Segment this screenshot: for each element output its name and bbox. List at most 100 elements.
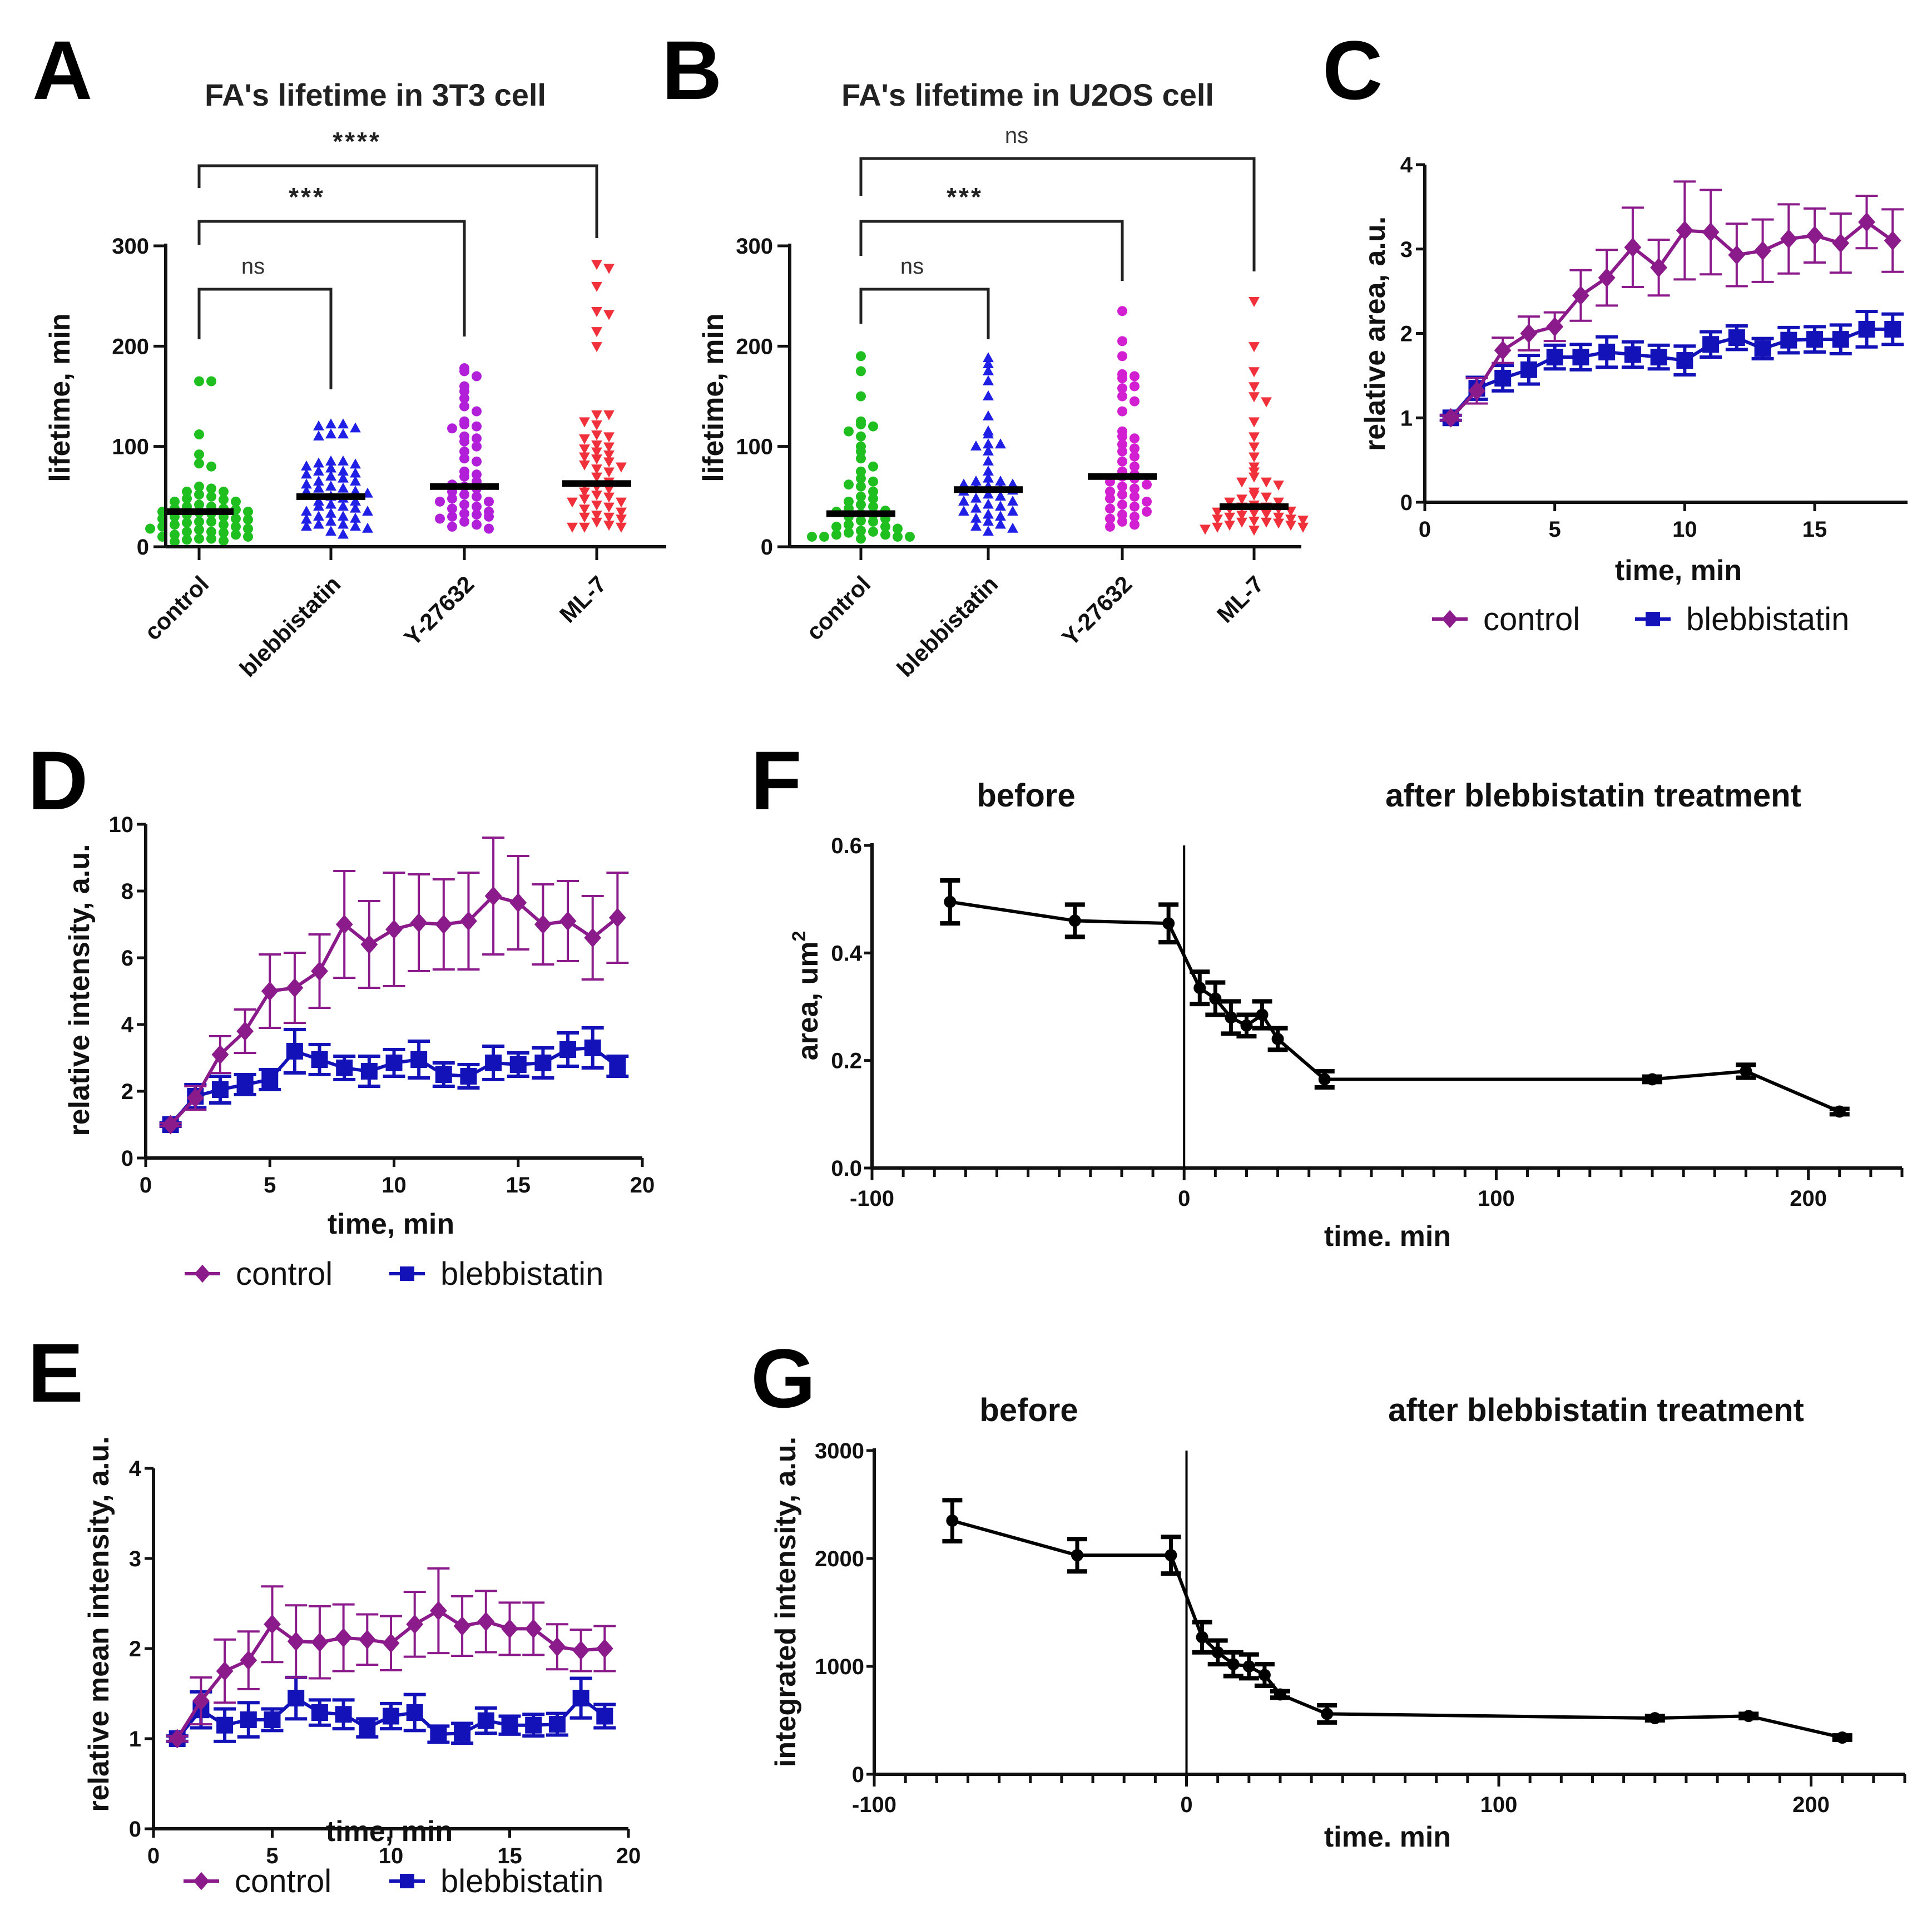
data-point bbox=[484, 496, 494, 507]
legend: control blebbistatin bbox=[1432, 601, 1849, 637]
data-point bbox=[459, 436, 469, 447]
y-tick-label: 0 bbox=[1400, 491, 1413, 515]
data-point bbox=[616, 507, 627, 518]
data-point bbox=[477, 1712, 494, 1729]
category-label: control bbox=[139, 571, 214, 645]
data-point bbox=[236, 1076, 254, 1093]
data-point bbox=[1650, 348, 1667, 365]
category-label: blebbistatin bbox=[234, 571, 345, 682]
y-tick-label: 100 bbox=[112, 435, 149, 459]
data-point bbox=[325, 481, 336, 491]
data-point bbox=[1007, 478, 1018, 489]
significance-bracket bbox=[197, 288, 333, 389]
data-point bbox=[231, 530, 241, 540]
data-point bbox=[472, 491, 482, 502]
data-point bbox=[216, 1661, 234, 1681]
legend-marker bbox=[193, 1872, 210, 1891]
data-point bbox=[1224, 512, 1235, 523]
data-point bbox=[338, 418, 349, 429]
x-axis-label: time, min bbox=[328, 1208, 454, 1240]
data-point bbox=[1249, 526, 1260, 536]
y-axis-label: lifetime, min bbox=[44, 313, 76, 482]
data-point bbox=[591, 420, 602, 430]
data-point bbox=[1321, 1708, 1334, 1720]
data-point bbox=[1249, 452, 1260, 463]
data-point bbox=[1676, 220, 1693, 240]
series bbox=[1439, 180, 1904, 428]
data-point bbox=[313, 496, 324, 506]
y-tick-label: 1 bbox=[129, 1727, 141, 1751]
data-point bbox=[603, 502, 615, 513]
data-point bbox=[509, 1056, 527, 1073]
data-point bbox=[1728, 245, 1746, 265]
data-point bbox=[435, 1066, 452, 1083]
x-tick-label: 20 bbox=[630, 1173, 655, 1197]
data-point bbox=[1273, 518, 1284, 529]
data-point bbox=[591, 342, 602, 353]
data-point bbox=[472, 519, 482, 530]
data-point bbox=[1249, 442, 1260, 453]
panel-letter-b: B bbox=[662, 23, 722, 117]
data-point bbox=[1117, 446, 1127, 457]
data-point bbox=[856, 366, 866, 377]
data-point bbox=[1676, 352, 1693, 369]
data-point bbox=[1249, 491, 1260, 501]
data-point bbox=[301, 513, 312, 524]
data-point bbox=[206, 483, 216, 494]
panel-f-line: before after blebbistatin treatment area… bbox=[789, 778, 1904, 1253]
y-tick-label: 200 bbox=[112, 334, 149, 359]
data-point bbox=[1624, 346, 1641, 363]
data-point bbox=[1261, 397, 1272, 408]
data-point bbox=[1071, 1549, 1083, 1562]
data-point bbox=[219, 527, 229, 538]
legend: control blebbistatin bbox=[184, 1863, 603, 1899]
data-point bbox=[995, 475, 1006, 486]
data-point bbox=[472, 469, 482, 480]
data-point bbox=[1209, 992, 1222, 1005]
data-point bbox=[970, 440, 982, 451]
data-point bbox=[1130, 501, 1140, 512]
data-point bbox=[983, 508, 994, 519]
data-point bbox=[1256, 1008, 1269, 1021]
data-point bbox=[958, 478, 969, 489]
data-point bbox=[1572, 348, 1589, 365]
category-labels: control blebbistatin Y-27632 ML-7 bbox=[139, 571, 611, 682]
data-point bbox=[1806, 331, 1824, 348]
data-point bbox=[447, 503, 457, 514]
data-point bbox=[194, 458, 204, 469]
data-point bbox=[1598, 268, 1616, 288]
data-point bbox=[338, 482, 349, 493]
data-point bbox=[603, 450, 615, 461]
data-point bbox=[311, 961, 328, 981]
data-point bbox=[868, 493, 878, 504]
data-point bbox=[287, 1631, 305, 1651]
data-point bbox=[313, 475, 324, 486]
significance-bracket bbox=[197, 164, 598, 238]
data-point bbox=[983, 352, 994, 363]
data-point bbox=[360, 934, 378, 954]
y-tick-label: 3 bbox=[1400, 237, 1413, 262]
data-point bbox=[459, 516, 469, 527]
data-point bbox=[856, 446, 866, 457]
significance-label: ns bbox=[900, 254, 924, 279]
data-point bbox=[1130, 461, 1140, 472]
data-point bbox=[1242, 1660, 1255, 1672]
data-point bbox=[385, 919, 403, 939]
data-point bbox=[406, 1614, 424, 1634]
x-tick-label: 10 bbox=[1672, 517, 1697, 542]
axes bbox=[870, 843, 1902, 1170]
x-axis-label: time. min bbox=[1324, 1821, 1451, 1853]
chart-title: FA's lifetime in U2OS cell bbox=[841, 77, 1214, 112]
data-point bbox=[1249, 508, 1260, 519]
data-point bbox=[338, 501, 349, 511]
data-point bbox=[983, 455, 994, 466]
x-tick-label: 0 bbox=[1419, 517, 1431, 542]
data-points bbox=[145, 260, 631, 547]
data-point bbox=[572, 1640, 589, 1660]
data-point bbox=[1836, 1731, 1849, 1744]
data-point bbox=[325, 498, 336, 509]
x-tick-label: -100 bbox=[852, 1793, 896, 1817]
axes bbox=[164, 244, 666, 548]
data-point bbox=[1494, 340, 1512, 360]
